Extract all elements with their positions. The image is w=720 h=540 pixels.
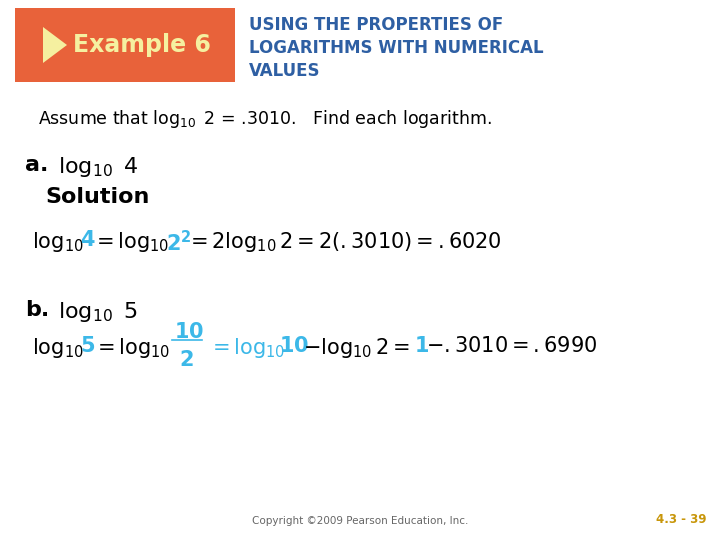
Polygon shape xyxy=(43,27,67,63)
Text: USING THE PROPERTIES OF: USING THE PROPERTIES OF xyxy=(249,16,503,34)
Text: $= \log_{10}$: $= \log_{10}$ xyxy=(208,336,285,360)
Text: $- \log_{10} 2 =$: $- \log_{10} 2 =$ xyxy=(303,336,410,360)
Text: 4.3 - 39: 4.3 - 39 xyxy=(655,513,706,526)
Text: $= 2 \log_{10} 2 = 2(.3010) = .6020$: $= 2 \log_{10} 2 = 2(.3010) = .6020$ xyxy=(186,230,502,254)
Text: $\mathbf{10}$: $\mathbf{10}$ xyxy=(174,322,204,342)
Text: $\mathbf{10}$: $\mathbf{10}$ xyxy=(279,336,309,356)
Text: $\log_{10}$: $\log_{10}$ xyxy=(32,336,84,360)
Text: $-.3010 = .6990$: $-.3010 = .6990$ xyxy=(426,336,598,356)
Text: Solution: Solution xyxy=(45,187,149,207)
Text: Copyright ©2009 Pearson Education, Inc.: Copyright ©2009 Pearson Education, Inc. xyxy=(252,516,468,526)
Text: $= \log_{10}$: $= \log_{10}$ xyxy=(93,336,171,360)
Bar xyxy=(15,8,235,82)
Text: $\mathbf{1}$: $\mathbf{1}$ xyxy=(414,336,429,356)
Text: VALUES: VALUES xyxy=(249,62,320,80)
Text: $\log_{10}$ 4: $\log_{10}$ 4 xyxy=(58,155,138,179)
Text: $\mathbf{2}$: $\mathbf{2}$ xyxy=(179,350,194,370)
Text: $\log_{10}$ 5: $\log_{10}$ 5 xyxy=(58,300,138,324)
Text: $= \log_{10}$: $= \log_{10}$ xyxy=(92,230,169,254)
Text: Example 6: Example 6 xyxy=(73,33,211,57)
Text: a.: a. xyxy=(25,155,48,175)
Text: $\mathbf{5}$: $\mathbf{5}$ xyxy=(80,336,95,356)
Text: b.: b. xyxy=(25,300,49,320)
Text: $\mathbf{2^2}$: $\mathbf{2^2}$ xyxy=(166,230,192,255)
Text: $\log_{10}$: $\log_{10}$ xyxy=(32,230,84,254)
Text: Assume that $\log_{10}$ 2 = .3010.   Find each logarithm.: Assume that $\log_{10}$ 2 = .3010. Find … xyxy=(38,108,492,130)
Text: $\mathbf{4}$: $\mathbf{4}$ xyxy=(80,230,96,250)
Text: LOGARITHMS WITH NUMERICAL: LOGARITHMS WITH NUMERICAL xyxy=(249,39,544,57)
